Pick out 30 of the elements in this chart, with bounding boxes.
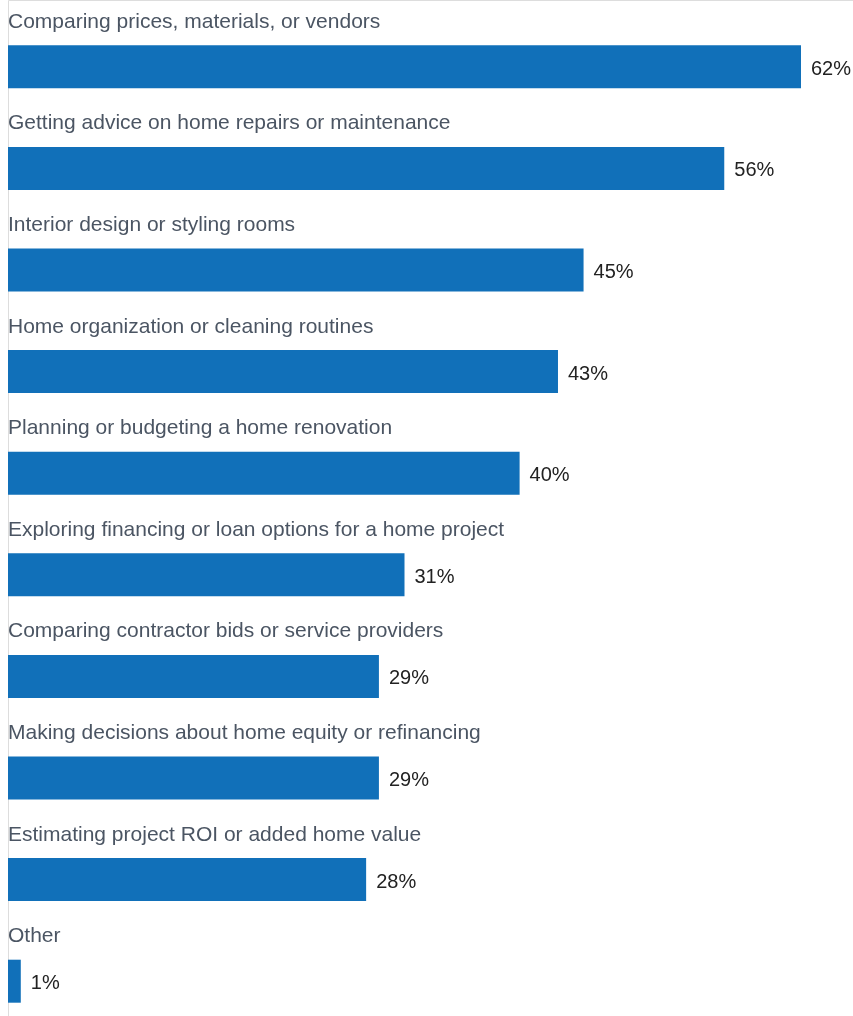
y-tick-label: Getting advice on home repairs or maintenance	[8, 110, 451, 134]
data-label: 40%	[529, 463, 570, 486]
bar	[8, 553, 405, 597]
data-label: 62%	[811, 56, 852, 79]
bar	[8, 45, 801, 89]
bar	[8, 451, 520, 495]
y-tick-label: Planning or budgeting a home renovation	[8, 415, 393, 439]
y-tick-label: Comparing contractor bids or service providers	[8, 618, 444, 642]
y-tick-label: Interior design or styling rooms	[8, 212, 296, 235]
data-label: 29%	[388, 666, 430, 689]
data-label: 29%	[388, 768, 430, 790]
y-tick-label: Estimating project ROI or added home value	[8, 821, 422, 845]
data-label: 45%	[593, 260, 634, 282]
bar	[8, 858, 367, 902]
data-label: 43%	[567, 361, 609, 384]
bar	[8, 146, 725, 190]
data-label: 1%	[30, 971, 60, 994]
data-label: 31%	[414, 564, 455, 587]
y-tick-label: Comparing prices, materials, or vendors	[8, 8, 381, 32]
bar	[8, 654, 379, 698]
bar	[8, 350, 558, 394]
y-tick-label: Exploring financing or loan options for a home project	[8, 516, 505, 540]
y-tick-label: Home organization or cleaning routines	[8, 313, 374, 337]
bar	[8, 756, 379, 800]
data-label: 28%	[376, 869, 417, 892]
bar	[8, 248, 584, 292]
y-tick-label: Other	[8, 923, 61, 947]
bar	[8, 959, 21, 1003]
data-label: 56%	[734, 158, 775, 181]
y-tick-label: Making decisions about home equity or refinancing	[8, 720, 481, 743]
